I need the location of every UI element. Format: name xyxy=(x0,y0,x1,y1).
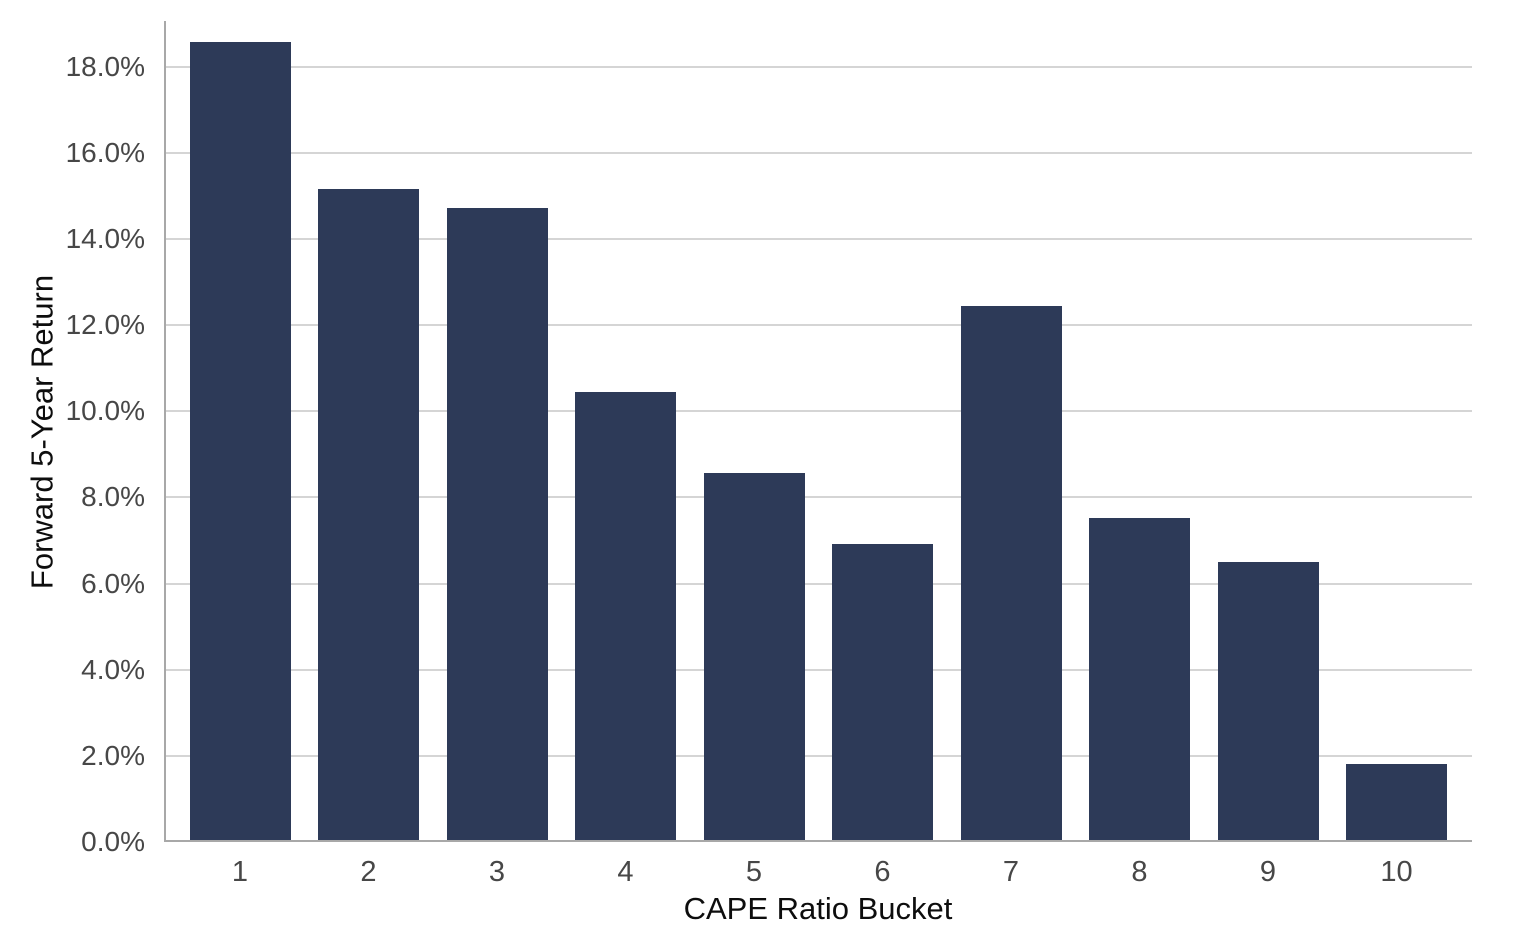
gridline xyxy=(164,65,1472,68)
y-tick-label: 12.0% xyxy=(65,309,145,341)
x-axis-title: CAPE Ratio Bucket xyxy=(683,891,953,926)
bar xyxy=(318,189,419,842)
x-tick-label: 1 xyxy=(231,856,249,888)
x-tick-label: 10 xyxy=(1380,856,1413,888)
y-tick-label: 8.0% xyxy=(81,481,145,513)
x-tick-label: 9 xyxy=(1259,856,1277,888)
x-tick-label: 6 xyxy=(874,856,891,888)
gridline xyxy=(164,754,1472,757)
y-tick-label: 16.0% xyxy=(65,136,145,168)
gridline xyxy=(164,237,1472,240)
y-tick-label: 2.0% xyxy=(81,739,145,771)
bar xyxy=(575,392,676,842)
bar xyxy=(1217,562,1319,842)
bar xyxy=(960,306,1062,842)
bar xyxy=(1089,518,1190,842)
gridline xyxy=(164,324,1472,327)
y-tick-label: 14.0% xyxy=(65,222,145,254)
y-tick-label: 4.0% xyxy=(81,653,145,685)
x-tick-label: 7 xyxy=(1002,856,1020,888)
bar xyxy=(1346,764,1447,842)
x-tick-label: 5 xyxy=(745,856,763,888)
gridline xyxy=(164,496,1472,499)
x-tick-label: 2 xyxy=(360,856,377,888)
y-tick-label: 0.0% xyxy=(81,826,145,857)
x-tick-label: 3 xyxy=(488,856,506,888)
gridline xyxy=(164,410,1472,413)
x-axis-line xyxy=(164,840,1472,842)
bar xyxy=(446,208,548,842)
y-tick-label: 10.0% xyxy=(65,395,145,427)
gridline xyxy=(164,582,1472,585)
bar xyxy=(189,42,291,842)
plot-area xyxy=(164,21,1472,842)
gridline xyxy=(164,151,1472,154)
bar xyxy=(832,544,933,842)
x-tick-label: 4 xyxy=(617,856,634,888)
x-tick-label: 8 xyxy=(1131,856,1148,888)
y-tick-label: 18.0% xyxy=(65,50,145,82)
gridline xyxy=(164,668,1472,671)
y-tick-label: 6.0% xyxy=(81,567,145,599)
y-axis-line xyxy=(164,21,166,842)
bar xyxy=(703,473,805,842)
